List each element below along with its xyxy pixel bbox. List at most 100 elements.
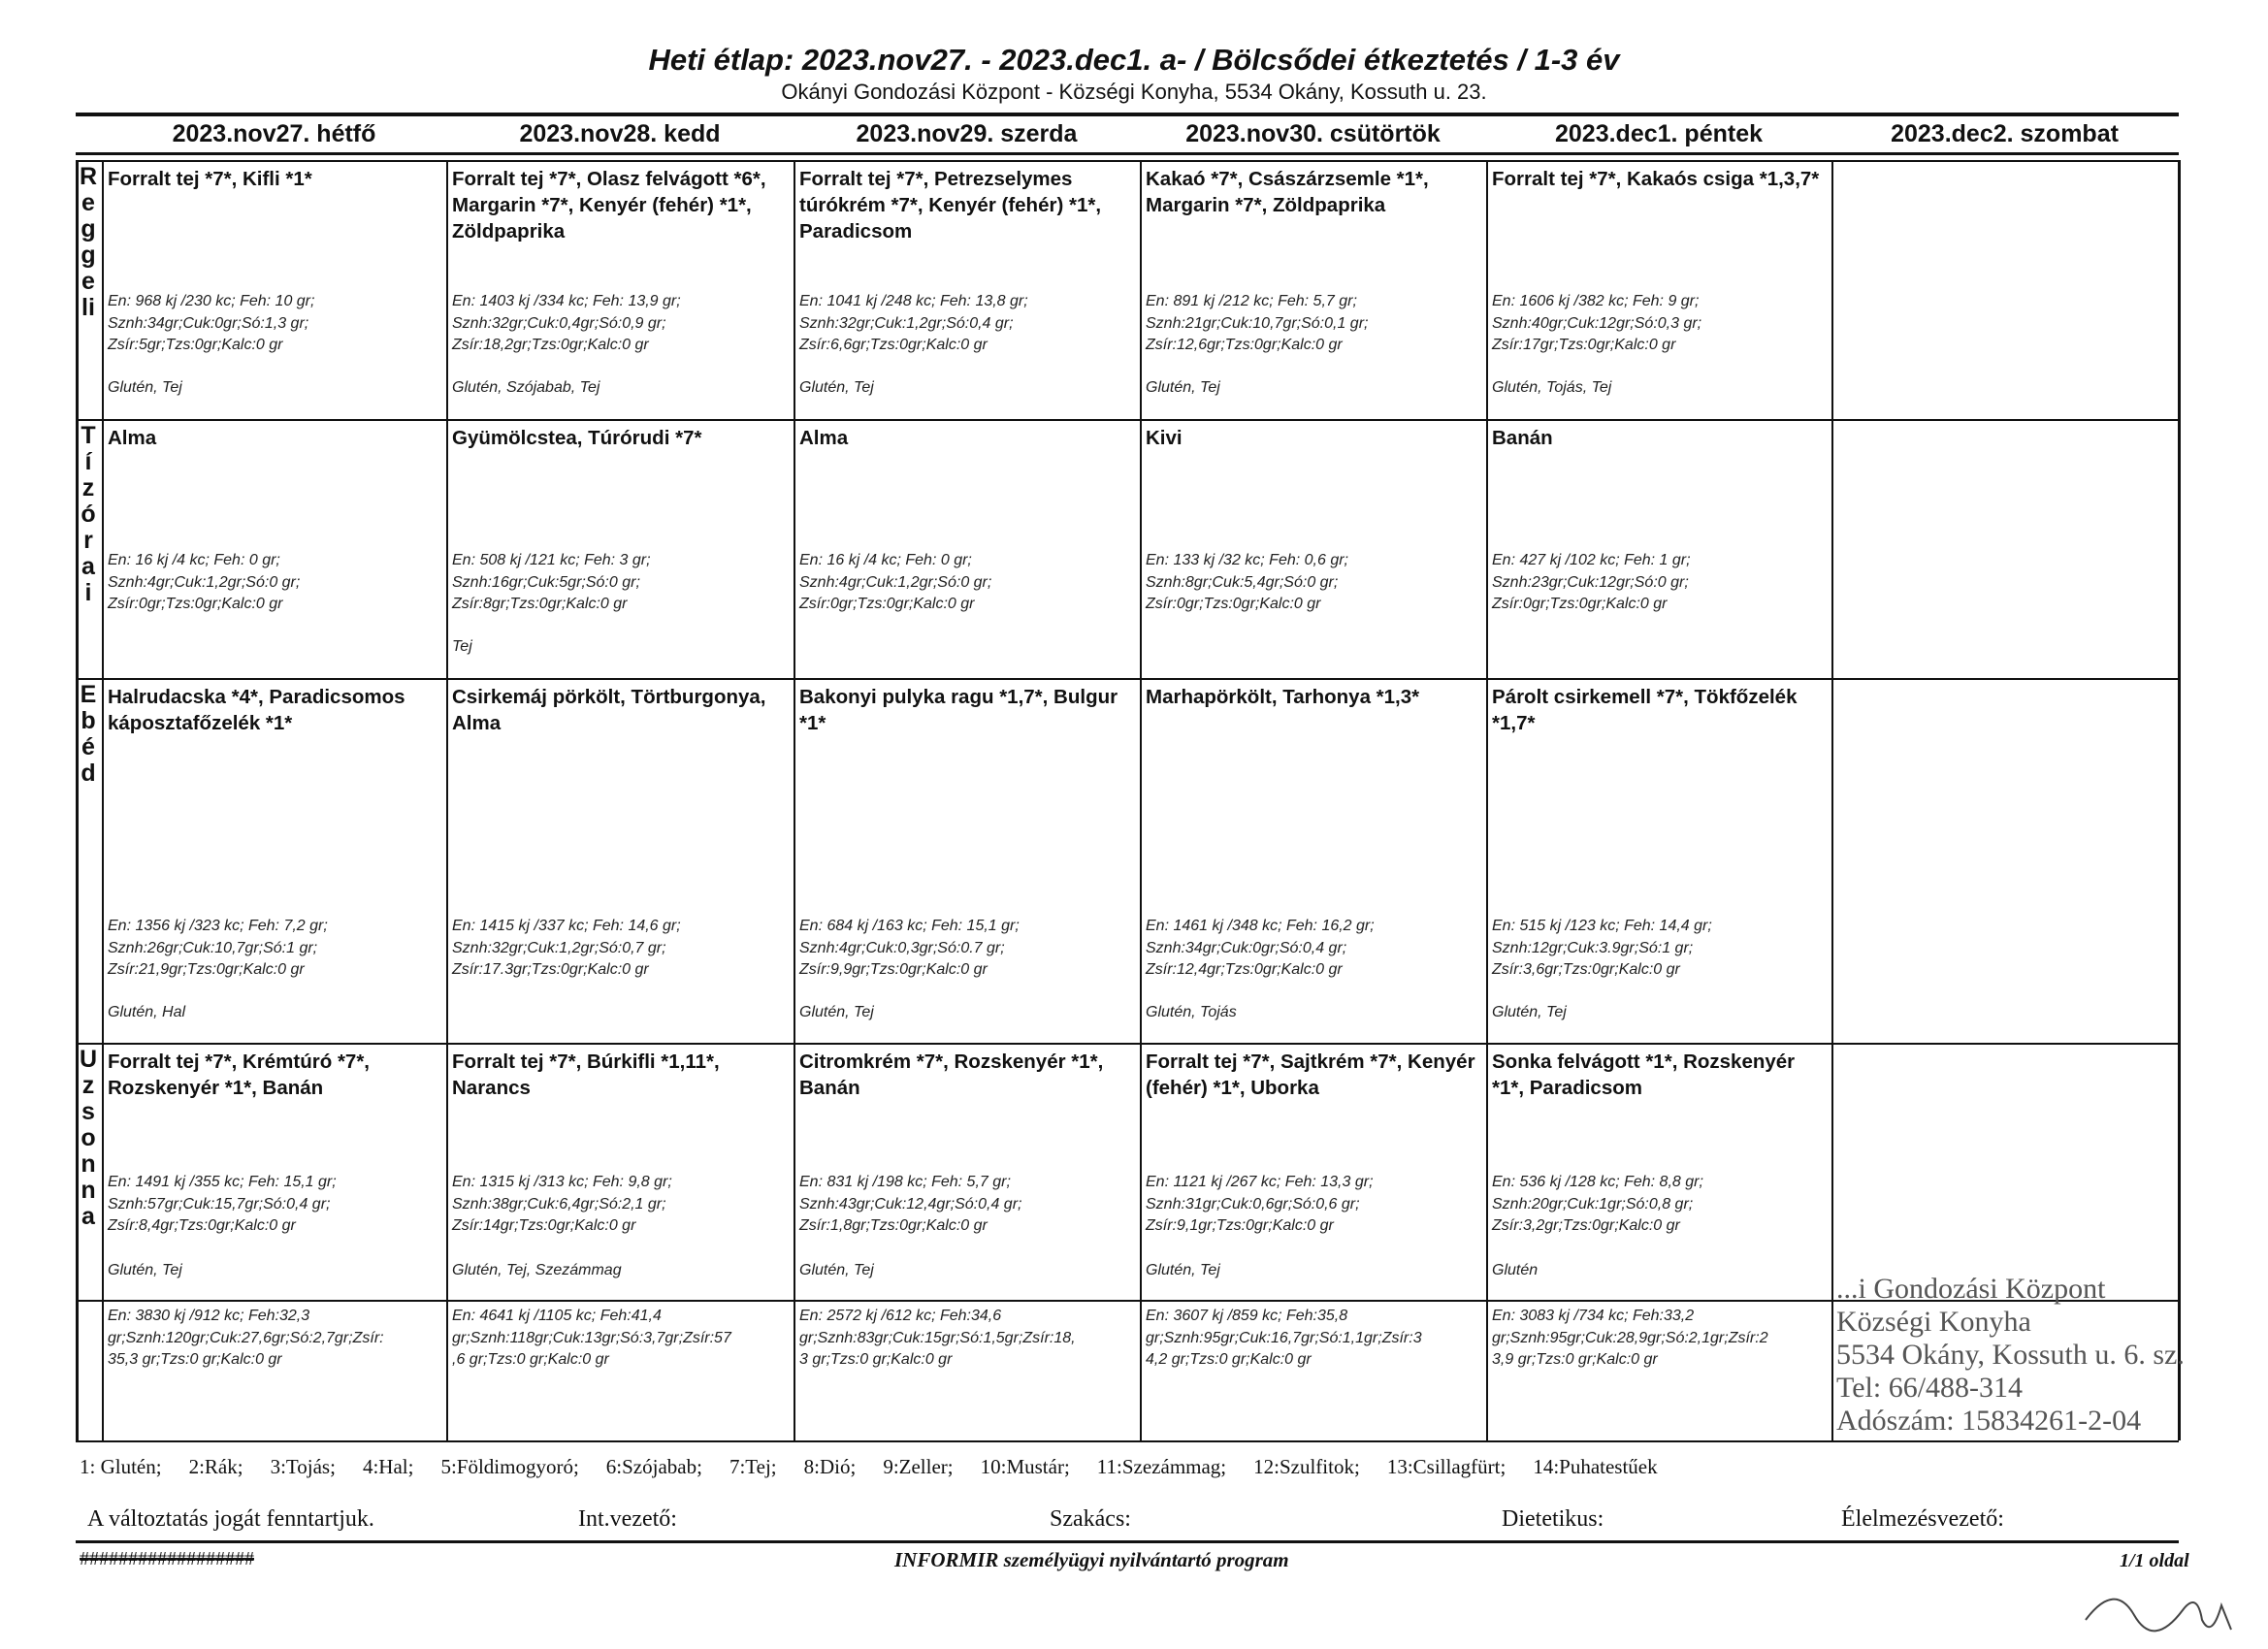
- nutrition-line: En: 536 kj /128 kc; Feh: 8,8 gr;: [1492, 1174, 1703, 1190]
- allergen-legend-item: 7:Tej;: [729, 1455, 777, 1478]
- menu-cell: Párolt csirkemell *7*, Tökfőzelék *1,7* E…: [1488, 680, 1831, 1042]
- column-divider: [1831, 160, 1833, 1440]
- menu-cell: Kivi En: 133 kj /32 kc; Feh: 0,6 gr; Sznh:…: [1142, 421, 1485, 677]
- notice-text: A változtatás jogát fenntartjuk.: [87, 1506, 374, 1532]
- dish-name: Gyümölcstea, Túrórudi *7*: [452, 427, 702, 449]
- allergen-legend-item: 3:Tojás;: [270, 1455, 336, 1478]
- meal-label-letter: a: [81, 1203, 95, 1230]
- int-vezeto-label: Int.vezető:: [578, 1506, 677, 1532]
- nutrition-line: Sznh:34gr;Cuk:0gr;Só:0,4 gr;: [1146, 939, 1347, 956]
- meal-label-letter: E: [80, 681, 97, 708]
- allergen-legend-item: 12:Szulfitok;: [1253, 1455, 1360, 1478]
- menu-cell: Alma En: 16 kj /4 kc; Feh: 0 gr; Sznh:4gr;…: [795, 421, 1139, 677]
- nutrition-line: Sznh:4gr;Cuk:1,2gr;Só:0 gr;: [108, 573, 301, 591]
- nutrition-line: En: 508 kj /121 kc; Feh: 3 gr;: [452, 552, 651, 568]
- nutrition-line: Zsír:18,2gr;Tzs:0gr;Kalc:0 gr: [452, 337, 649, 353]
- nutrition-line: Sznh:32gr;Cuk:1,2gr;Só:0,4 gr;: [799, 314, 1014, 332]
- meal-label-letter: i: [84, 579, 92, 606]
- menu-cell: Citromkrém *7*, Rozskenyér *1*, Banán En:…: [795, 1045, 1139, 1299]
- allergen-legend-item: 9:Zeller;: [883, 1455, 954, 1478]
- column-divider: [76, 160, 79, 1440]
- row-divider: [76, 419, 2179, 421]
- nutrition-info: En: 831 kj /198 kc; Feh: 5,7 gr; Sznh:43g…: [799, 1172, 1137, 1238]
- nutrition-line: Zsír:0gr;Tzs:0gr;Kalc:0 gr: [799, 596, 975, 612]
- program-name: INFORMIR személyügyi nyilvántartó progra…: [894, 1548, 1289, 1571]
- dish-name: Bakonyi pulyka ragu *1,7*, Bulgur *1*: [799, 686, 1118, 734]
- column-divider: [2178, 160, 2181, 1440]
- dietetikus-label: Dietetikus:: [1502, 1506, 1604, 1532]
- nutrition-line: En: 133 kj /32 kc; Feh: 0,6 gr;: [1146, 552, 1348, 568]
- daily-total-cell: En: 3607 kj /859 kc; Feh:35,8 gr;Sznh:95g…: [1142, 1302, 1485, 1439]
- menu-cell: [1833, 1045, 2177, 1299]
- meal-label-letter: n: [81, 1150, 96, 1178]
- nutrition-info: En: 1403 kj /334 kc; Feh: 13,9 gr; Sznh:3…: [452, 291, 791, 357]
- total-line: En: 2572 kj /612 kc; Feh:34,6: [799, 1308, 1002, 1324]
- column-divider: [446, 160, 448, 1440]
- nutrition-info: En: 1356 kj /323 kc; Feh: 7,2 gr; Sznh:26…: [108, 916, 443, 982]
- allergen-legend-item: 5:Földimogyoró;: [440, 1455, 579, 1478]
- allergen-list: Glutén, Tej: [799, 1004, 874, 1020]
- nutrition-line: Zsír:12,6gr;Tzs:0gr;Kalc:0 gr: [1146, 337, 1343, 353]
- nutrition-line: Zsír:0gr;Tzs:0gr;Kalc:0 gr: [1492, 596, 1668, 612]
- nutrition-line: Zsír:3,2gr;Tzs:0gr;Kalc:0 gr: [1492, 1217, 1680, 1234]
- meal-label-letter: a: [81, 553, 95, 580]
- dish-name: Alma: [799, 427, 849, 449]
- nutrition-info: En: 968 kj /230 kc; Feh: 10 gr; Sznh:34gr…: [108, 291, 443, 357]
- allergen-legend-item: 11:Szezámmag;: [1096, 1455, 1227, 1478]
- allergen-list: Glutén, Tej: [108, 379, 182, 396]
- dish-name: Párolt csirkemell *7*, Tökfőzelék *1,7*: [1492, 686, 1798, 734]
- nutrition-line: En: 1606 kj /382 kc; Feh: 9 gr;: [1492, 293, 1700, 309]
- menu-cell: Forralt tej *7*, Olasz felvágott *6*, Ma…: [448, 162, 793, 418]
- total-line: 35,3 gr;Tzs:0 gr;Kalc:0 gr: [108, 1351, 282, 1368]
- total-line: 3,9 gr;Tzs:0 gr;Kalc:0 gr: [1492, 1351, 1658, 1368]
- meal-label-letter: é: [81, 733, 95, 760]
- nutrition-line: Sznh:16gr;Cuk:5gr;Só:0 gr;: [452, 573, 640, 591]
- meal-label-letter: g: [81, 242, 96, 269]
- row-divider: [76, 1043, 2179, 1045]
- daily-total: En: 3083 kj /734 kc; Feh:33,2 gr;Sznh:95g…: [1492, 1306, 1829, 1372]
- nutrition-line: Sznh:43gr;Cuk:12,4gr;Só:0,4 gr;: [799, 1195, 1022, 1212]
- menu-cell: Bakonyi pulyka ragu *1,7*, Bulgur *1* En:…: [795, 680, 1139, 1042]
- dish-name: Banán: [1492, 427, 1553, 449]
- nutrition-line: En: 1041 kj /248 kc; Feh: 13,8 gr;: [799, 293, 1028, 309]
- column-divider: [1140, 160, 1142, 1440]
- nutrition-info: En: 1606 kj /382 kc; Feh: 9 gr; Sznh:40gr…: [1492, 291, 1829, 357]
- nutrition-line: Sznh:34gr;Cuk:0gr;Só:1,3 gr;: [108, 314, 309, 332]
- day-header: 2023.nov28. kedd: [519, 120, 721, 147]
- nutrition-line: En: 1315 kj /313 kc; Feh: 9,8 gr;: [452, 1174, 672, 1190]
- allergen-list: Glutén, Tej: [799, 379, 874, 396]
- total-line: gr;Sznh:83gr;Cuk:15gr;Só:1,5gr;Zsír:18,: [799, 1329, 1076, 1346]
- daily-total: En: 4641 kj /1105 kc; Feh:41,4 gr;Sznh:11…: [452, 1306, 791, 1372]
- page-number: 1/1 oldal: [2120, 1550, 2189, 1571]
- menu-cell: [1833, 162, 2177, 418]
- header-divider: [76, 113, 2179, 116]
- nutrition-line: Sznh:31gr;Cuk:0,6gr;Só:0,6 gr;: [1146, 1195, 1360, 1212]
- meal-label-letter: d: [81, 760, 96, 787]
- daily-total: En: 2572 kj /612 kc; Feh:34,6 gr;Sznh:83g…: [799, 1306, 1137, 1372]
- dish-name: Forralt tej *7*, Krémtúró *7*, Rozskenyé…: [108, 1051, 370, 1099]
- allergen-list: Glutén: [1492, 1262, 1539, 1278]
- menu-cell: Banán En: 427 kj /102 kc; Feh: 1 gr; Sznh:…: [1488, 421, 1831, 677]
- column-divider: [102, 160, 104, 1440]
- allergen-legend-item: 4:Hal;: [362, 1455, 414, 1478]
- column-divider: [794, 160, 795, 1440]
- nutrition-info: En: 1461 kj /348 kc; Feh: 16,2 gr; Sznh:3…: [1146, 916, 1483, 982]
- nutrition-info: En: 1121 kj /267 kc; Feh: 13,3 gr; Sznh:3…: [1146, 1172, 1483, 1238]
- total-line: En: 3083 kj /734 kc; Feh:33,2: [1492, 1308, 1695, 1324]
- allergen-list: Glutén, Tojás: [1146, 1004, 1237, 1020]
- hash-placeholder: ##################: [80, 1548, 254, 1569]
- nutrition-line: En: 1461 kj /348 kc; Feh: 16,2 gr;: [1146, 918, 1375, 934]
- nutrition-line: En: 1415 kj /337 kc; Feh: 14,6 gr;: [452, 918, 681, 934]
- allergen-legend-item: 6:Szójabab;: [605, 1455, 702, 1478]
- allergen-legend-item: 10:Mustár;: [980, 1455, 1070, 1478]
- meal-label-letter: R: [79, 163, 98, 190]
- total-line: En: 3607 kj /859 kc; Feh:35,8: [1146, 1308, 1348, 1324]
- menu-cell: Forralt tej *7*, Petrezselymes túrókrém …: [795, 162, 1139, 418]
- nutrition-line: Zsír:14gr;Tzs:0gr;Kalc:0 gr: [452, 1217, 636, 1234]
- meal-label-letter: z: [81, 1072, 95, 1099]
- dish-name: Halrudacska *4*, Paradicsomos káposztafő…: [108, 686, 405, 734]
- daily-total-cell: En: 3830 kj /912 kc; Feh:32,3 gr;Sznh:120…: [104, 1302, 445, 1439]
- daily-total: En: 3830 kj /912 kc; Feh:32,3 gr;Sznh:120…: [108, 1306, 443, 1372]
- nutrition-line: Sznh:20gr;Cuk:1gr;Só:0,8 gr;: [1492, 1195, 1694, 1212]
